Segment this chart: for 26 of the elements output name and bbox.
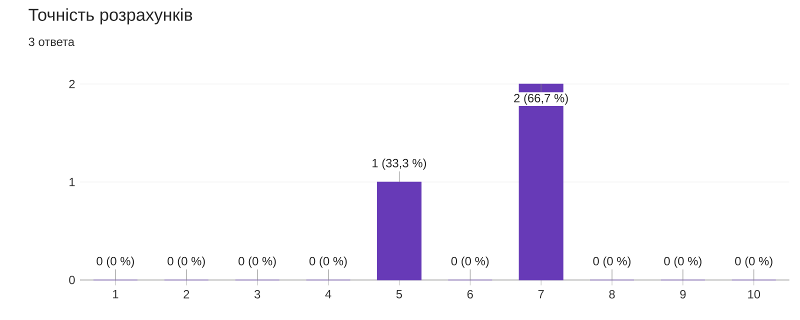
x-tick-label: 10	[748, 290, 760, 298]
chart-title: Точність розрахунків	[28, 8, 192, 24]
data-label: 0 (0 %)	[238, 256, 276, 268]
data-label: 1 (33,3 %)	[372, 158, 426, 170]
x-tick-label: 7	[538, 290, 544, 298]
x-tick-label: 1	[113, 290, 118, 298]
data-label: 0 (0 %)	[664, 256, 702, 268]
data-label: 0 (0 %)	[593, 256, 631, 268]
x-tick-label: 8	[609, 290, 615, 298]
x-tick-label: 9	[680, 290, 686, 298]
y-tick-label: 0	[69, 276, 75, 284]
chart-subtitle: 3 ответа	[28, 38, 75, 46]
data-label: 0 (0 %)	[451, 256, 489, 268]
x-tick-label: 2	[184, 290, 190, 298]
y-tick-label: 1	[70, 178, 75, 186]
y-tick-label: 2	[69, 80, 75, 88]
x-tick-label: 6	[467, 290, 473, 298]
x-tick-label: 3	[254, 290, 260, 298]
data-label: 2 (66,7 %)	[514, 94, 568, 105]
x-tick-label: 4	[325, 290, 332, 298]
x-tick-label: 5	[396, 290, 402, 298]
data-label: 0 (0 %)	[168, 256, 205, 268]
data-label: 0 (0 %)	[735, 256, 772, 268]
bar	[376, 182, 422, 280]
data-label: 0 (0 %)	[309, 256, 347, 268]
data-label: 0 (0 %)	[96, 256, 134, 268]
